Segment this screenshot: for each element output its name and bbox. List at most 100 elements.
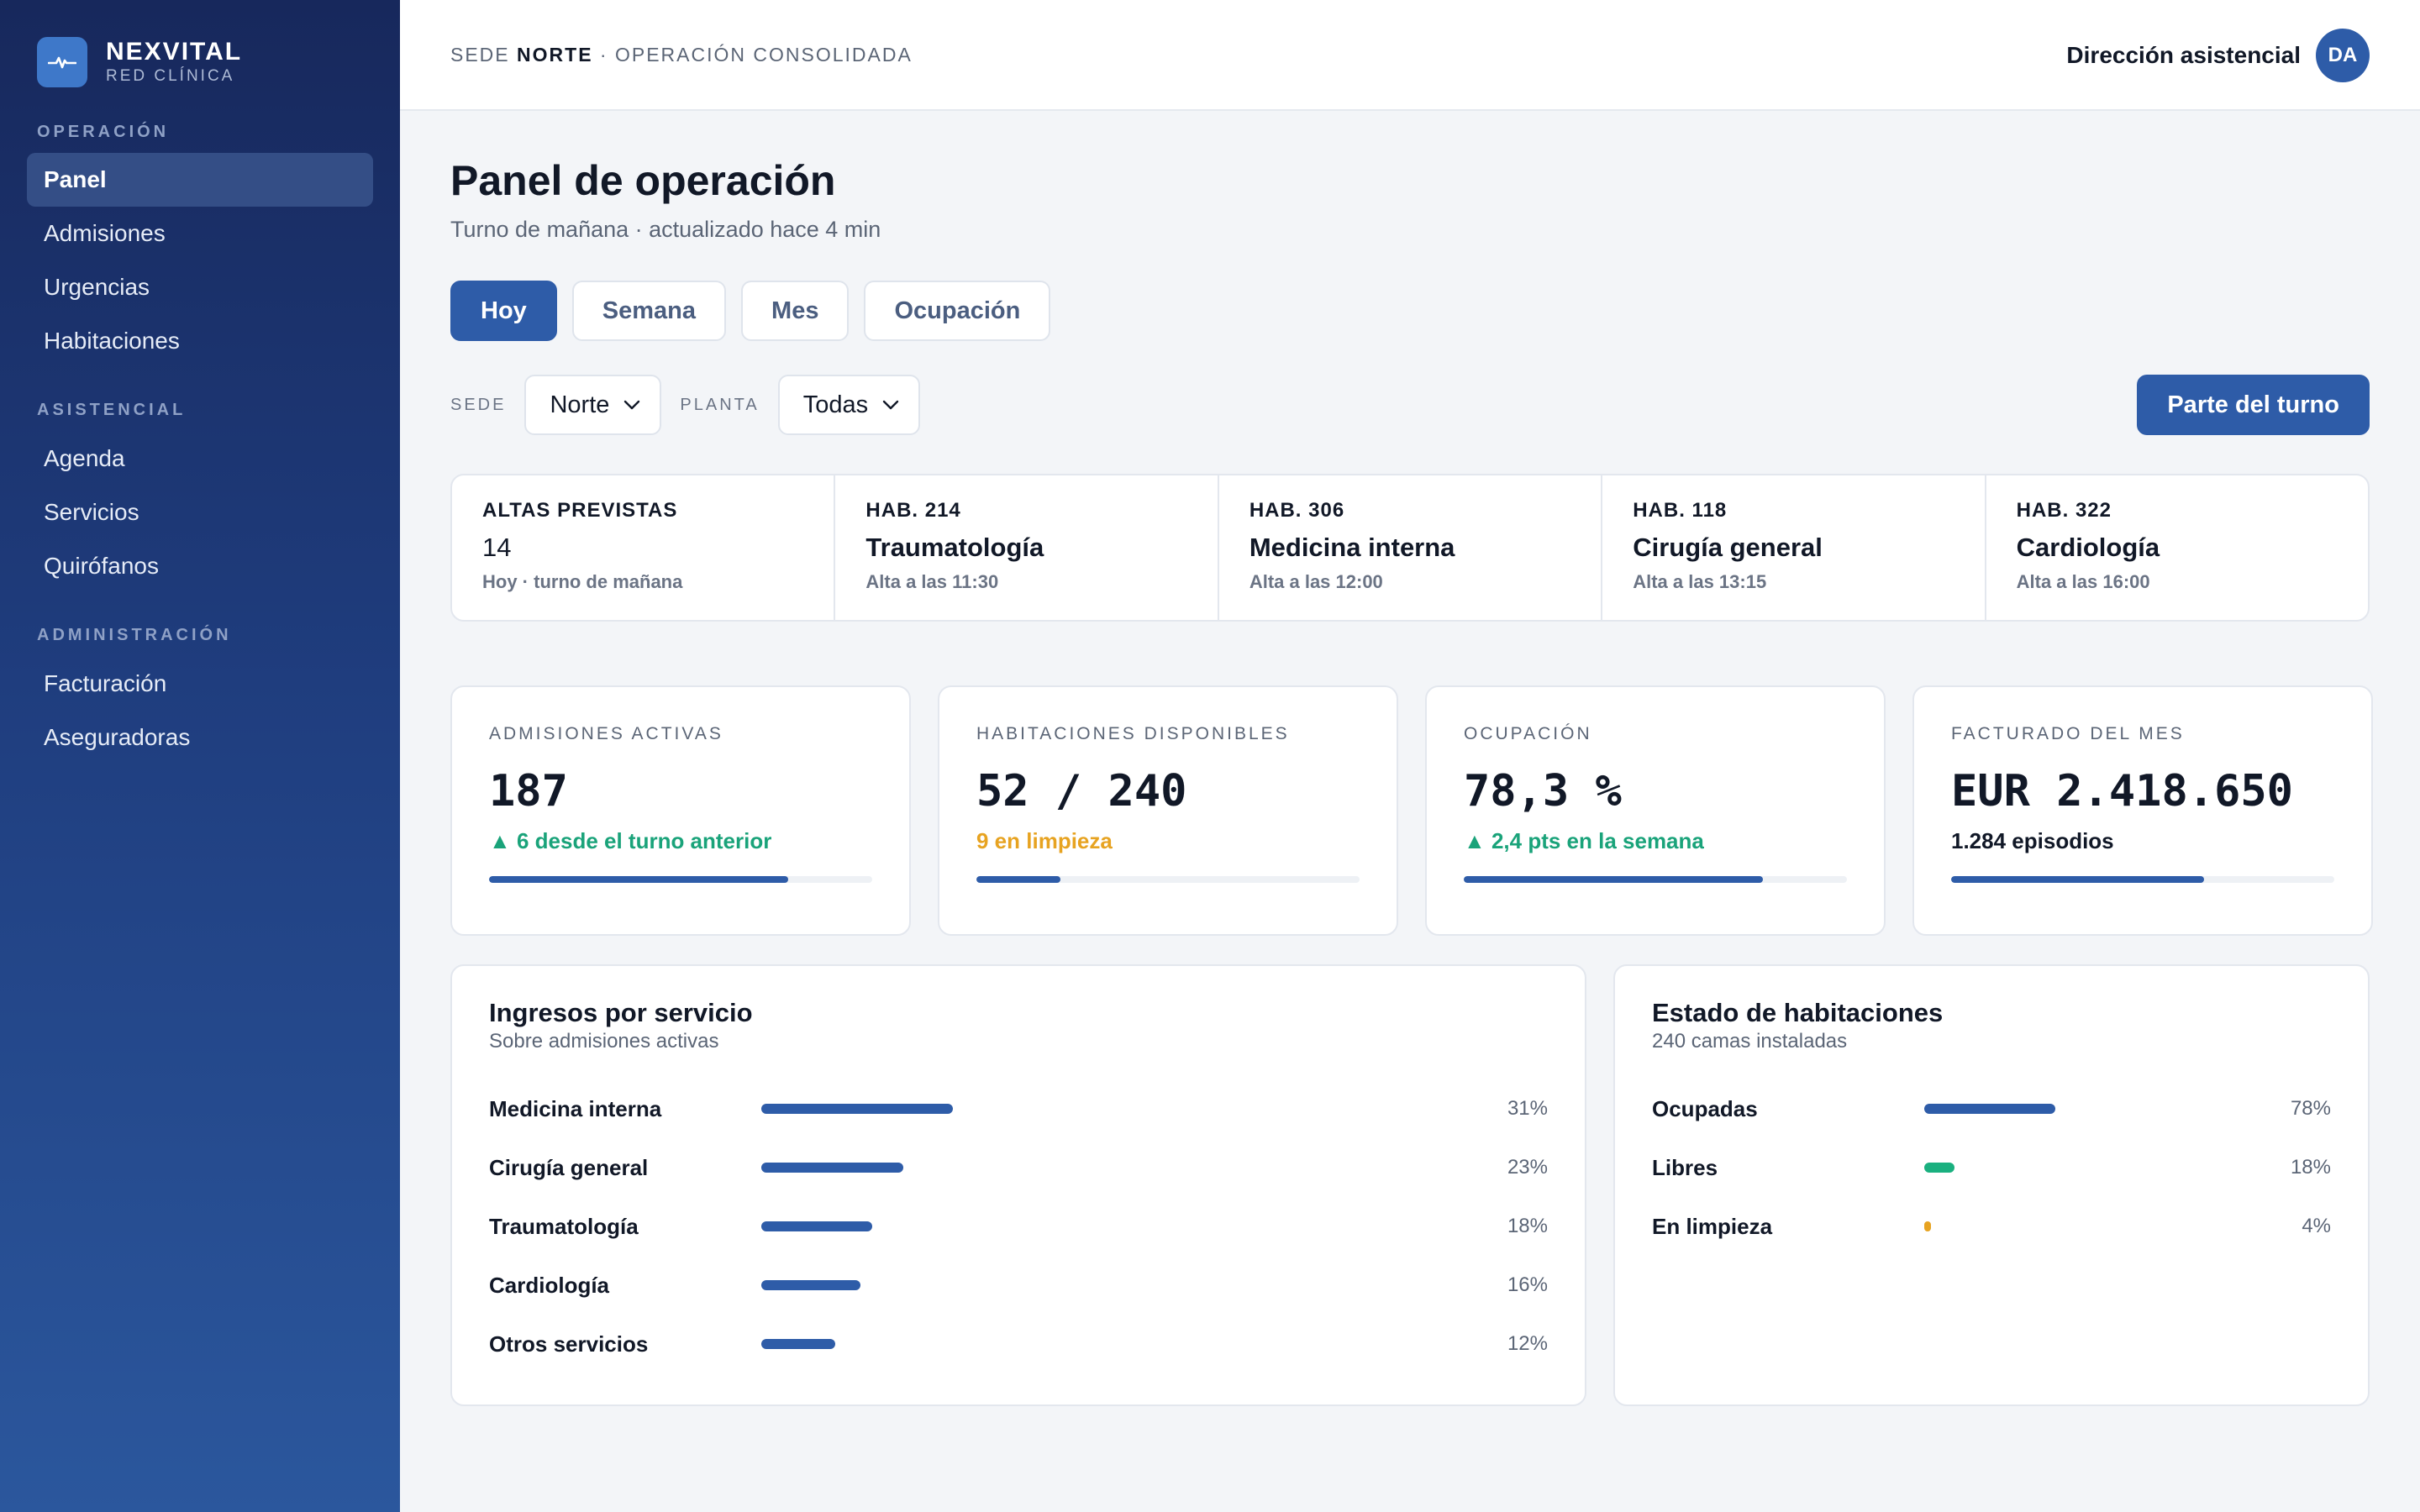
revenue-bar: [761, 1339, 836, 1349]
context-breadcrumb: SEDE NORTE · OPERACIÓN CONSOLIDADA: [450, 44, 913, 66]
kpi-progress-track: [976, 876, 1360, 883]
revenue-row[interactable]: Medicina interna 31%: [489, 1092, 1548, 1126]
page-subtitle: Turno de mañana · actualizado hace 4 min: [450, 217, 881, 242]
revenue-row[interactable]: Traumatología 18%: [489, 1210, 1548, 1243]
kpi-card-habitaciones[interactable]: HABITACIONES DISPONIBLES 52 / 240 9 en l…: [938, 685, 1398, 936]
room-status-row[interactable]: Libres 18%: [1652, 1151, 2331, 1184]
revenue-row-label: Cirugía general: [489, 1154, 649, 1180]
discharge-service: Traumatología: [865, 533, 1044, 562]
revenue-row[interactable]: Otros servicios 12%: [489, 1327, 1548, 1361]
room-status-row-value: 4%: [2302, 1215, 2331, 1237]
avatar[interactable]: DA: [2316, 29, 2370, 82]
discharges-label: ALTAS PREVISTAS: [482, 499, 678, 522]
revenue-bar: [761, 1221, 873, 1231]
discharges-summary: ALTAS PREVISTAS 14 Hoy · turno de mañana: [452, 475, 834, 620]
kpi-progress-track: [489, 876, 872, 883]
kpi-progress-fill: [1951, 876, 2204, 883]
room-status-row[interactable]: Ocupadas 78%: [1652, 1092, 2331, 1126]
revenue-row-label: Otros servicios: [489, 1331, 649, 1357]
sidebar-item-quirofanos[interactable]: Quirófanos: [44, 553, 159, 579]
discharge-room: HAB. 118: [1633, 499, 1728, 522]
sidebar-item-servicios[interactable]: Servicios: [44, 499, 139, 525]
tab-ocupacion[interactable]: Ocupación: [864, 281, 1051, 341]
shift-report-button[interactable]: Parte del turno: [2137, 375, 2370, 435]
tab-hoy[interactable]: Hoy: [450, 281, 557, 341]
discharge-item[interactable]: HAB. 322 Cardiología Alta a las 16:00: [1984, 475, 2368, 620]
room-status-bar-track: [1924, 1104, 2230, 1114]
tab-semana[interactable]: Semana: [571, 281, 727, 341]
room-status-row-label: En limpieza: [1652, 1213, 1773, 1239]
room-status-row[interactable]: En limpieza 4%: [1652, 1210, 2331, 1243]
sidebar-item-facturacion[interactable]: Facturación: [44, 670, 167, 696]
discharge-room: HAB. 306: [1249, 499, 1345, 522]
sidebar-item-urgencias[interactable]: Urgencias: [44, 274, 150, 300]
brand-subtitle: RED CLÍNICA: [106, 67, 235, 85]
revenue-by-service-panel: Ingresos por servicio Sobre admisiones a…: [450, 964, 1586, 1406]
kpi-value: 78,3 %: [1464, 766, 1622, 816]
room-status-row-value: 78%: [2290, 1097, 2331, 1120]
revenue-bar: [761, 1280, 860, 1290]
floor-select[interactable]: Todas: [777, 375, 921, 435]
discharges-count: 14: [482, 533, 512, 562]
discharge-item[interactable]: HAB. 306 Medicina interna Alta a las 12:…: [1217, 475, 1601, 620]
user-role[interactable]: Dirección asistencial: [2066, 42, 2301, 68]
nav-section-operacion: OPERACIÓN: [37, 123, 170, 141]
sidebar-item-aseguradoras[interactable]: Aseguradoras: [44, 724, 191, 750]
brand-name: NEXVITAL: [106, 38, 243, 66]
chevron-down-icon: [624, 400, 640, 410]
discharge-item[interactable]: HAB. 118 Cirugía general Alta a las 13:1…: [1601, 475, 1984, 620]
period-tabs: Hoy Semana Mes Ocupación: [450, 281, 1051, 341]
revenue-row[interactable]: Cardiología 16%: [489, 1268, 1548, 1302]
room-status-bar-track: [1924, 1163, 2230, 1173]
kpi-progress-fill: [489, 876, 788, 883]
revenue-row-value: 12%: [1507, 1332, 1548, 1355]
discharge-service: Cardiología: [2016, 533, 2160, 562]
revenue-row-value: 23%: [1507, 1156, 1548, 1179]
site-select[interactable]: Norte: [524, 375, 662, 435]
revenue-bar-track: [761, 1339, 1447, 1349]
discharges-note: Hoy · turno de mañana: [482, 571, 683, 592]
discharges-strip: ALTAS PREVISTAS 14 Hoy · turno de mañana…: [450, 474, 2370, 622]
page-title: Panel de operación: [450, 157, 836, 204]
floor-filter-label: PLANTA: [680, 395, 760, 414]
panel-title: Estado de habitaciones: [1652, 998, 1944, 1027]
brand[interactable]: NEXVITAL RED CLÍNICA: [37, 37, 242, 87]
nav-section-asistencial: ASISTENCIAL: [37, 401, 187, 419]
panel-subtitle: Sobre admisiones activas: [489, 1030, 719, 1053]
kpi-card-admisiones[interactable]: ADMISIONES ACTIVAS 187 ▲ 6 desde el turn…: [450, 685, 911, 936]
room-status-bar: [1924, 1163, 1955, 1173]
revenue-row-value: 18%: [1507, 1215, 1548, 1237]
sidebar-item-panel[interactable]: Panel: [27, 153, 373, 207]
panel-subtitle: 240 camas instaladas: [1652, 1030, 1848, 1053]
kpi-value: EUR 2.418.650: [1951, 766, 2293, 816]
revenue-row[interactable]: Cirugía general 23%: [489, 1151, 1548, 1184]
kpi-value: 187: [489, 766, 568, 816]
sidebar-item-admisiones[interactable]: Admisiones: [44, 220, 166, 246]
revenue-row-label: Traumatología: [489, 1213, 639, 1239]
kpi-progress-fill: [1464, 876, 1763, 883]
tab-mes[interactable]: Mes: [741, 281, 850, 341]
context-site: NORTE: [517, 44, 593, 66]
discharge-time: Alta a las 13:15: [1633, 571, 1767, 592]
kpi-label: HABITACIONES DISPONIBLES: [976, 724, 1290, 743]
discharge-service: Cirugía general: [1633, 533, 1823, 562]
kpi-card-facturado[interactable]: FACTURADO DEL MES EUR 2.418.650 1.284 ep…: [1912, 685, 2373, 936]
kpi-delta: ▲ 2,4 pts en la semana: [1464, 828, 1704, 853]
room-status-row-label: Ocupadas: [1652, 1095, 1758, 1121]
discharge-room: HAB. 214: [865, 499, 961, 522]
kpi-label: FACTURADO DEL MES: [1951, 724, 2185, 743]
sidebar-item-habitaciones[interactable]: Habitaciones: [44, 328, 180, 354]
filters-bar: SEDE Norte PLANTA Todas: [450, 375, 939, 435]
kpi-progress-track: [1464, 876, 1847, 883]
sidebar-item-agenda[interactable]: Agenda: [44, 445, 125, 471]
revenue-bar: [761, 1163, 903, 1173]
revenue-row-value: 16%: [1507, 1273, 1548, 1296]
sidebar: NEXVITAL RED CLÍNICA OPERACIÓN Panel Adm…: [0, 0, 400, 1512]
revenue-bar-track: [761, 1280, 1447, 1290]
panel-title: Ingresos por servicio: [489, 998, 753, 1027]
kpi-card-ocupacion[interactable]: OCUPACIÓN 78,3 % ▲ 2,4 pts en la semana: [1425, 685, 1886, 936]
room-status-bar-track: [1924, 1221, 2230, 1231]
room-status-bar: [1924, 1104, 2056, 1114]
discharge-item[interactable]: HAB. 214 Traumatología Alta a las 11:30: [834, 475, 1217, 620]
kpi-delta: ▲ 6 desde el turno anterior: [489, 828, 772, 853]
